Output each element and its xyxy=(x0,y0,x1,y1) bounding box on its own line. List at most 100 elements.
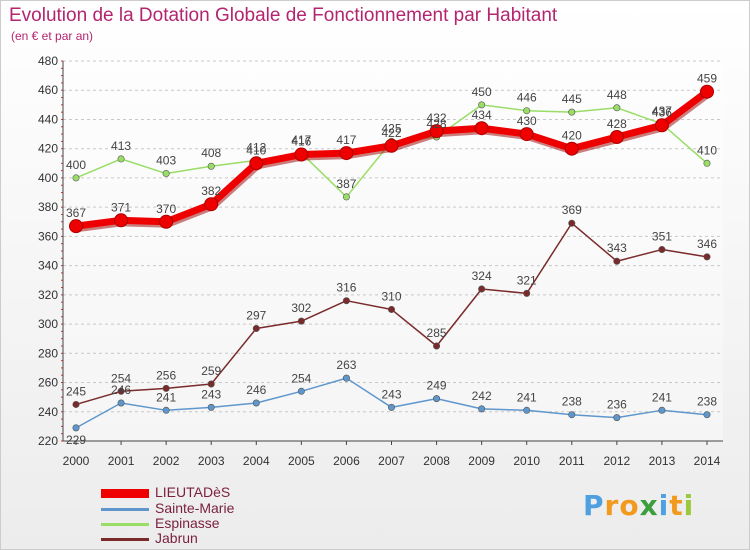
data-label-espinasse: 417 xyxy=(291,133,311,147)
data-point-espinasse xyxy=(523,107,531,115)
logo-letter: o xyxy=(619,489,640,522)
data-point-espinasse xyxy=(162,170,170,178)
data-label-sainte-marie: 238 xyxy=(562,395,582,409)
data-label-espinasse: 387 xyxy=(336,177,356,191)
data-label-sainte-marie: 243 xyxy=(201,387,221,401)
data-label-sainte-marie: 241 xyxy=(156,390,176,404)
x-tick-label: 2014 xyxy=(694,454,721,468)
legend-label: Espinasse xyxy=(155,515,220,531)
y-tick-label: 440 xyxy=(38,112,58,126)
data-label-jabrun: 245 xyxy=(66,384,86,398)
data-label-sainte-marie: 236 xyxy=(607,398,627,412)
x-tick-label: 2003 xyxy=(198,454,225,468)
y-tick-label: 280 xyxy=(38,346,58,360)
data-point-jabrun xyxy=(478,285,486,293)
x-tick-label: 2001 xyxy=(108,454,135,468)
legend-label: LIEUTADèS xyxy=(155,484,231,500)
data-point-espinasse xyxy=(613,104,621,112)
data-point-espinasse xyxy=(478,101,486,109)
data-label-jabrun: 256 xyxy=(156,368,176,382)
data-label-sainte-marie: 241 xyxy=(652,390,672,404)
data-label-lieutad-s: 371 xyxy=(111,200,131,214)
data-label-lieutad-s: 432 xyxy=(427,111,447,125)
x-tick-label: 2012 xyxy=(604,454,631,468)
x-tick-label: 2006 xyxy=(333,454,360,468)
legend-swatch xyxy=(101,489,149,498)
x-tick-label: 2000 xyxy=(63,454,90,468)
data-label-jabrun: 297 xyxy=(246,308,266,322)
data-label-jabrun: 346 xyxy=(697,237,717,251)
data-label-lieutad-s: 459 xyxy=(697,72,717,86)
data-point-jabrun xyxy=(433,342,441,350)
legend-swatch xyxy=(101,508,149,511)
data-label-espinasse: 450 xyxy=(472,85,492,99)
data-point-sainte-marie xyxy=(207,403,215,411)
y-tick-label: 260 xyxy=(38,376,58,390)
data-label-lieutad-s: 417 xyxy=(336,133,356,147)
data-point-lieutad-s xyxy=(654,118,669,133)
data-point-lieutad-s xyxy=(564,141,579,156)
data-label-sainte-marie: 249 xyxy=(427,379,447,393)
data-point-sainte-marie xyxy=(162,406,170,414)
data-point-lieutad-s xyxy=(519,127,534,142)
proxiti-logo: Proxiti xyxy=(583,489,694,522)
legend-swatch xyxy=(101,523,149,526)
y-tick-label: 400 xyxy=(38,171,58,185)
y-tick-label: 480 xyxy=(38,54,58,68)
data-label-sainte-marie: 263 xyxy=(336,358,356,372)
data-point-sainte-marie xyxy=(568,411,576,419)
data-point-sainte-marie xyxy=(72,424,80,432)
data-point-sainte-marie xyxy=(478,405,486,413)
y-tick-label: 380 xyxy=(38,200,58,214)
data-point-espinasse xyxy=(703,159,711,167)
x-tick-label: 2008 xyxy=(423,454,450,468)
data-point-sainte-marie xyxy=(703,411,711,419)
data-label-jabrun: 351 xyxy=(652,230,672,244)
data-label-espinasse: 408 xyxy=(201,146,221,160)
data-point-lieutad-s xyxy=(294,147,309,162)
y-tick-label: 240 xyxy=(38,405,58,419)
data-point-jabrun xyxy=(568,219,576,227)
data-point-jabrun xyxy=(703,253,711,261)
data-label-espinasse: 446 xyxy=(517,91,537,105)
data-point-sainte-marie xyxy=(433,395,441,403)
data-point-sainte-marie xyxy=(613,414,621,422)
x-tick-label: 2009 xyxy=(468,454,495,468)
data-label-jabrun: 316 xyxy=(336,281,356,295)
data-point-espinasse xyxy=(72,174,80,182)
data-point-lieutad-s xyxy=(204,197,219,212)
logo-letter: x xyxy=(639,489,659,522)
chart-subtitle: (en € et par an) xyxy=(11,29,94,43)
data-label-lieutad-s: 370 xyxy=(156,202,176,216)
data-label-lieutad-s: 434 xyxy=(472,108,492,122)
data-label-espinasse: 413 xyxy=(111,139,131,153)
data-label-sainte-marie: 241 xyxy=(517,390,537,404)
plot-area xyxy=(63,61,723,441)
data-point-jabrun xyxy=(387,305,395,313)
data-point-lieutad-s xyxy=(339,146,354,161)
data-point-sainte-marie xyxy=(658,406,666,414)
data-point-espinasse xyxy=(568,108,576,116)
data-point-lieutad-s xyxy=(249,156,264,171)
data-label-sainte-marie: 254 xyxy=(291,371,311,385)
data-label-espinasse: 403 xyxy=(156,154,176,168)
chart-title: Evolution de la Dotation Globale de Fonc… xyxy=(9,5,558,26)
data-point-jabrun xyxy=(342,297,350,305)
x-tick-label: 2002 xyxy=(153,454,180,468)
y-tick-label: 340 xyxy=(38,259,58,273)
data-point-sainte-marie xyxy=(523,406,531,414)
logo-letter: i xyxy=(658,489,670,522)
logo-letter: i xyxy=(683,489,695,522)
logo-letter: t xyxy=(669,489,684,522)
data-point-jabrun xyxy=(297,317,305,325)
data-label-espinasse: 448 xyxy=(607,88,627,102)
data-label-lieutad-s: 416 xyxy=(291,135,311,149)
data-point-lieutad-s xyxy=(159,214,174,229)
x-tick-label: 2010 xyxy=(513,454,540,468)
data-label-jabrun: 254 xyxy=(111,371,131,385)
data-label-sainte-marie: 238 xyxy=(697,395,717,409)
y-tick-label: 220 xyxy=(38,434,58,448)
data-point-jabrun xyxy=(613,257,621,265)
